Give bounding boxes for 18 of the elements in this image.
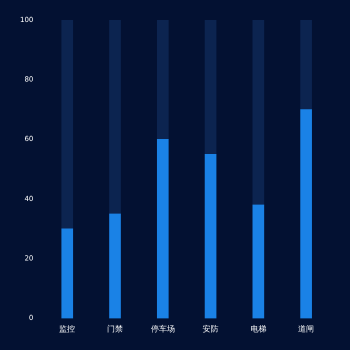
bar: [300, 20, 312, 110]
bar: [204, 20, 216, 155]
x-tick-label: 电梯: [250, 324, 266, 334]
bar: [61, 20, 74, 230]
x-tick-label: 安防: [202, 324, 219, 334]
x-tick-label: 道闸: [298, 324, 314, 334]
bar: [109, 214, 121, 318]
bar: [61, 228, 74, 318]
bar: [252, 204, 264, 318]
x-tick-label: 门禁: [107, 324, 124, 334]
bar: [109, 20, 121, 214]
bar: [252, 20, 264, 206]
bar: [156, 139, 169, 318]
x-tick-label: 停车场: [150, 324, 175, 334]
bar: [300, 109, 312, 318]
x-tick-label: 监控: [59, 324, 76, 334]
bar: [204, 154, 216, 318]
bar: [156, 20, 169, 140]
